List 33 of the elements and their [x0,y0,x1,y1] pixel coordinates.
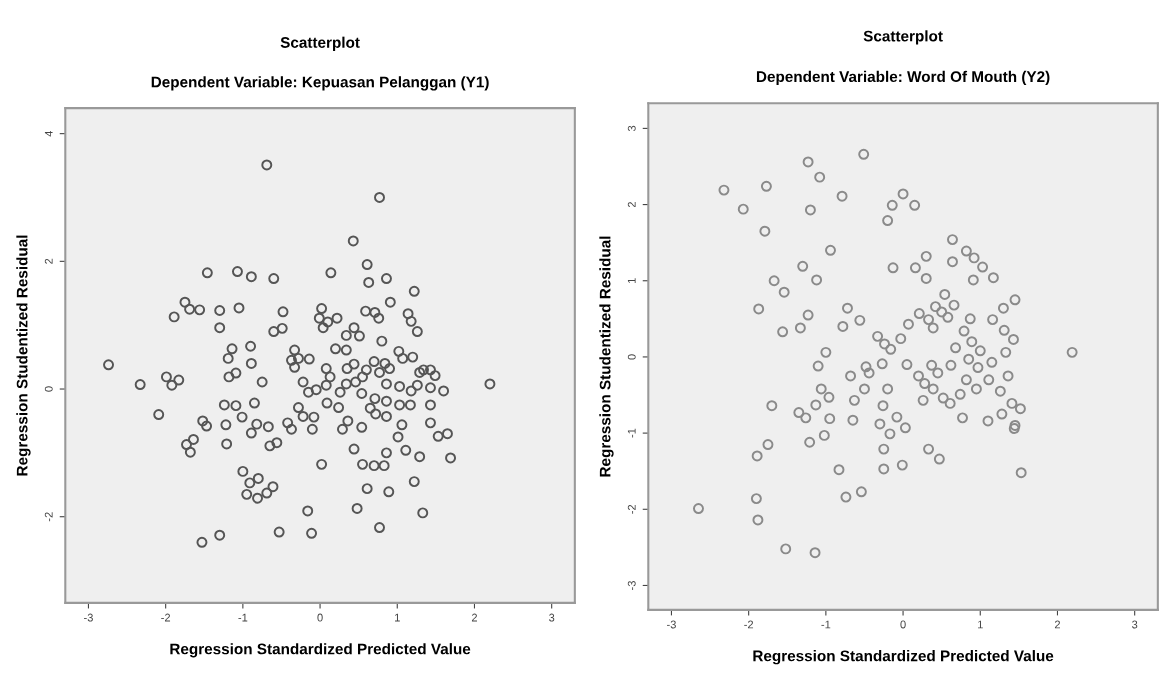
x-tick-label: 0 [900,620,906,629]
x-tick-label: -1 [821,620,831,629]
x-tick-label: -3 [84,613,93,622]
chart-subtitle: Dependent Variable: Word Of Mouth (Y2) [756,70,1050,86]
y-axis-title: Regression Studentized Residual [16,235,31,476]
y-tick-label: 3 [627,125,636,132]
x-tick-label: 3 [1132,620,1138,629]
x-tick-label: 0 [317,613,323,622]
y-tick-label: 0 [627,354,636,360]
x-tick-label: 2 [471,613,478,622]
x-tick-label: 1 [395,613,400,622]
x-axis-title: Regression Standardized Predicted Value [753,650,1054,665]
y-tick-label: 2 [44,258,53,264]
y-tick-label: -1 [627,428,636,438]
y-tick-label: -2 [44,512,53,522]
x-tick-label: 2 [1054,620,1061,629]
x-axis-title: Regression Standardized Predicted Value [170,643,471,658]
y-axis-title: Regression Studentized Residual [599,236,614,477]
y-tick-label: 0 [44,386,53,392]
y-tick-label: 2 [627,202,636,208]
y-tick-label: 1 [627,278,636,283]
y-tick-label: 4 [44,130,53,137]
x-tick-label: -2 [744,620,754,629]
y-tick-label: -3 [627,581,636,590]
chart-subtitle: Dependent Variable: Kepuasan Pelanggan (Y1) [151,76,489,91]
x-tick-label: -3 [667,620,676,629]
chart-title: Scatterplot [863,30,943,45]
x-tick-label: -1 [238,613,248,622]
x-tick-label: 1 [978,620,983,629]
x-tick-label: -2 [161,613,171,622]
x-tick-label: 3 [549,613,555,622]
y-tick-label: -2 [627,504,636,514]
chart-title: Scatterplot [280,36,360,51]
